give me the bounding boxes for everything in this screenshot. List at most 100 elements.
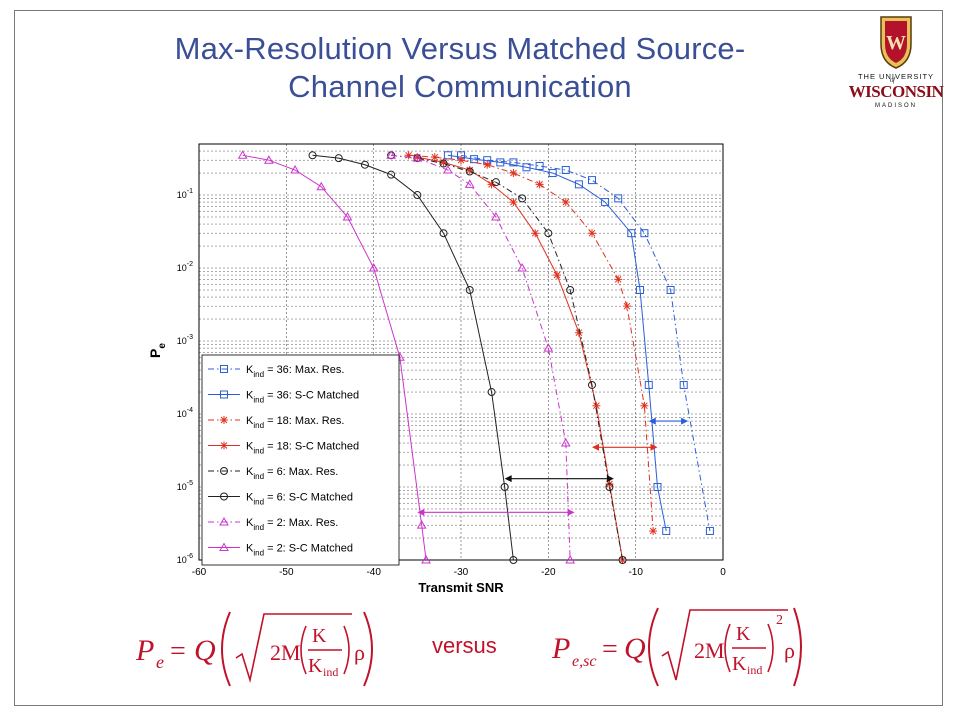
- series-2: [404, 151, 658, 535]
- data-point: [544, 229, 553, 238]
- data-point: [705, 526, 714, 535]
- legend-marker: [220, 492, 228, 501]
- legend-item: Kind = 18: Max. Res.: [208, 415, 344, 430]
- formula-right-num: K: [736, 623, 751, 645]
- data-point: [649, 526, 658, 535]
- data-point: [605, 483, 614, 492]
- data-point: [264, 155, 274, 164]
- legend-label: Kind = 2: S-C Matched: [246, 543, 353, 558]
- data-point: [421, 554, 431, 564]
- gap-arrow-head-right: [681, 417, 689, 425]
- x-tick-label: -40: [366, 567, 381, 578]
- legend-marker: [220, 365, 228, 373]
- data-point: [443, 165, 453, 174]
- series-line: [391, 154, 624, 561]
- data-point: [387, 170, 396, 179]
- x-axis-label: Transmit SNR: [418, 580, 504, 595]
- data-point: [465, 167, 474, 176]
- legend-marker: [220, 416, 228, 424]
- data-point: [465, 166, 474, 175]
- data-point: [662, 526, 671, 535]
- formula-right-eq: =: [602, 634, 618, 665]
- formula-right-den: K: [732, 653, 747, 675]
- formula-left-coef: 2M: [270, 640, 301, 665]
- x-tick-label: -10: [628, 567, 643, 578]
- data-point: [666, 285, 675, 294]
- formula-left-lhs: P: [135, 634, 154, 667]
- data-point: [509, 169, 518, 178]
- data-point: [413, 153, 422, 162]
- pe-vs-snr-chart: -60 -50 -40 -30 -20 -10 0 10-1 10-2 10-3 10-4 10-5 1…: [147, 143, 726, 595]
- data-point: [543, 343, 554, 352]
- data-point: [443, 151, 452, 160]
- data-point: [588, 380, 596, 389]
- formula-left-rho: ρ: [354, 640, 365, 665]
- data-point: [509, 556, 518, 564]
- y-tick-label: 10-5: [177, 480, 193, 492]
- formula-right-inner-open: [724, 623, 731, 673]
- data-point: [316, 181, 327, 191]
- logo-line-3: MADISON: [874, 103, 917, 109]
- series-line: [242, 154, 427, 561]
- title-line-2: Channel Communication: [288, 69, 632, 104]
- formula-right-coef: 2M: [694, 638, 725, 663]
- data-point: [588, 229, 596, 238]
- logo-line-2: WISCONSIN of: [848, 76, 944, 101]
- gap-arrow-0: [648, 417, 689, 425]
- formula-left-sqrt: [235, 613, 352, 684]
- data-point: [640, 401, 649, 410]
- logo-of: of: [890, 76, 895, 84]
- data-point: [413, 191, 422, 200]
- legend-item: Kind = 2: Max. Res.: [208, 516, 338, 532]
- formula-left-q: Q: [194, 634, 216, 667]
- legend-label: Kind = 18: S-C Matched: [246, 441, 359, 456]
- data-point: [574, 328, 583, 337]
- data-point: [465, 285, 474, 294]
- legend-label: Kind = 2: Max. Res.: [246, 517, 338, 532]
- data-point: [531, 229, 540, 238]
- grid-lines: [198, 143, 724, 561]
- slide-title: Max-Resolution Versus Matched Source- Ch…: [90, 30, 830, 106]
- legend-marker: [219, 542, 229, 551]
- formula-left-den-sub: ind: [323, 665, 338, 679]
- data-point: [457, 156, 465, 165]
- data-point: [439, 159, 448, 168]
- data-point: [640, 229, 649, 238]
- data-point: [561, 166, 570, 175]
- formula-left-den: K: [308, 655, 323, 677]
- formula-right-lhs-sub: e,sc: [572, 653, 596, 670]
- x-tick-label: -60: [192, 567, 207, 578]
- series-0: [457, 151, 714, 535]
- formula-left-num: K: [312, 625, 327, 647]
- legend-marker: [220, 441, 228, 450]
- legend-marker: [220, 390, 228, 399]
- y-tick-label: 10-6: [177, 553, 193, 565]
- legend-label: Kind = 36: S-C Matched: [246, 390, 359, 405]
- series-line: [460, 154, 711, 532]
- gap-arrow-head-right: [606, 475, 614, 483]
- data-point: [439, 158, 448, 167]
- formula-left-inner-open: [300, 625, 307, 675]
- formula-left-paren-open: [221, 611, 231, 687]
- x-tick-label: -30: [454, 567, 469, 578]
- data-point: [368, 263, 379, 272]
- legend-marker: [219, 516, 229, 526]
- series-1: [443, 151, 671, 535]
- legend-label: Kind = 36: Max. Res.: [246, 364, 344, 379]
- y-axis-label: Pe: [147, 343, 168, 358]
- x-tick-label: 0: [720, 567, 726, 578]
- legend-item: Kind = 36: S-C Matched: [208, 390, 359, 405]
- series-5: [308, 151, 518, 564]
- data-point: [601, 198, 610, 207]
- formula-max-res: P e = Q 2M K K ind ρ: [135, 611, 373, 687]
- formula-left-eq: =: [170, 636, 186, 667]
- legend-label: Kind = 18: Max. Res.: [246, 415, 344, 430]
- data-point: [491, 211, 501, 221]
- gap-arrow-head-right: [650, 443, 658, 451]
- data-point: [470, 155, 479, 164]
- y-tick-label: 10-3: [177, 334, 193, 346]
- slide-frame: [14, 10, 943, 706]
- data-point: [535, 161, 544, 170]
- data-point: [487, 388, 496, 397]
- formula-right-inner-close: [767, 623, 774, 673]
